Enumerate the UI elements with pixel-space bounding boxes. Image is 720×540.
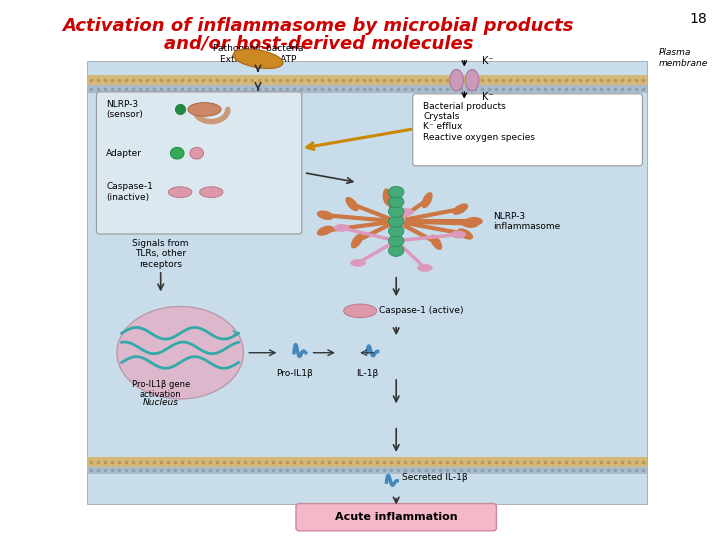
Text: K⁻: K⁻	[482, 92, 493, 102]
Ellipse shape	[199, 187, 223, 198]
Ellipse shape	[430, 235, 442, 250]
Ellipse shape	[465, 70, 479, 91]
Text: IL-1β: IL-1β	[356, 369, 378, 378]
Ellipse shape	[417, 264, 433, 272]
Ellipse shape	[317, 226, 333, 236]
Ellipse shape	[391, 237, 400, 255]
Ellipse shape	[388, 215, 404, 227]
Text: Signals from
TLRs, other
receptors: Signals from TLRs, other receptors	[132, 239, 189, 269]
Ellipse shape	[398, 208, 414, 216]
Ellipse shape	[233, 49, 283, 69]
Text: Pathogenic bacteria
Extracellular ATP: Pathogenic bacteria Extracellular ATP	[213, 44, 303, 64]
FancyBboxPatch shape	[86, 467, 647, 474]
Ellipse shape	[117, 307, 243, 399]
Ellipse shape	[351, 233, 363, 248]
FancyBboxPatch shape	[413, 94, 642, 166]
Ellipse shape	[383, 188, 392, 206]
Text: NLRP-3
(sensor): NLRP-3 (sensor)	[106, 100, 143, 119]
Text: Plasma
membrane: Plasma membrane	[659, 48, 708, 68]
Ellipse shape	[452, 204, 468, 215]
FancyBboxPatch shape	[86, 61, 647, 504]
Text: Nucleus: Nucleus	[143, 399, 179, 408]
Text: 18: 18	[690, 12, 708, 26]
Text: Pro-IL1β: Pro-IL1β	[276, 369, 312, 378]
FancyBboxPatch shape	[86, 76, 647, 85]
FancyBboxPatch shape	[96, 92, 302, 234]
Ellipse shape	[421, 192, 433, 208]
Text: Pro-IL1β gene
activation: Pro-IL1β gene activation	[132, 380, 190, 400]
Ellipse shape	[350, 259, 366, 267]
Ellipse shape	[451, 231, 466, 239]
Ellipse shape	[317, 211, 334, 220]
Ellipse shape	[465, 217, 483, 226]
Ellipse shape	[388, 206, 404, 218]
Text: NLRP-3
inflammasome: NLRP-3 inflammasome	[493, 212, 561, 231]
Ellipse shape	[462, 219, 479, 228]
Ellipse shape	[190, 147, 204, 159]
Ellipse shape	[388, 245, 404, 256]
Ellipse shape	[388, 235, 404, 247]
Ellipse shape	[171, 147, 184, 159]
Text: Caspase-1
(inactive): Caspase-1 (inactive)	[106, 183, 153, 202]
Text: and/or host-derived molecules: and/or host-derived molecules	[163, 35, 473, 52]
FancyBboxPatch shape	[86, 457, 647, 467]
Ellipse shape	[334, 224, 349, 232]
Text: Bacterial products
Crystals
K⁻ efflux
Reactive oxygen species: Bacterial products Crystals K⁻ efflux Re…	[423, 102, 536, 142]
Ellipse shape	[388, 186, 404, 198]
Text: Secreted IL-1β: Secreted IL-1β	[402, 473, 468, 482]
Ellipse shape	[346, 197, 359, 211]
Ellipse shape	[168, 187, 192, 198]
Ellipse shape	[388, 196, 404, 208]
Text: Acute inflammation: Acute inflammation	[335, 512, 457, 522]
Ellipse shape	[450, 70, 464, 91]
Ellipse shape	[457, 228, 473, 240]
Text: K⁻: K⁻	[482, 56, 493, 66]
FancyBboxPatch shape	[86, 85, 647, 93]
FancyBboxPatch shape	[296, 504, 496, 531]
Text: Caspase-1 (active): Caspase-1 (active)	[379, 306, 463, 315]
Text: Adapter: Adapter	[106, 148, 142, 158]
Ellipse shape	[388, 225, 404, 237]
Text: Activation of inflammasome by microbial products: Activation of inflammasome by microbial …	[63, 17, 574, 35]
Ellipse shape	[343, 304, 377, 318]
Ellipse shape	[188, 103, 221, 116]
